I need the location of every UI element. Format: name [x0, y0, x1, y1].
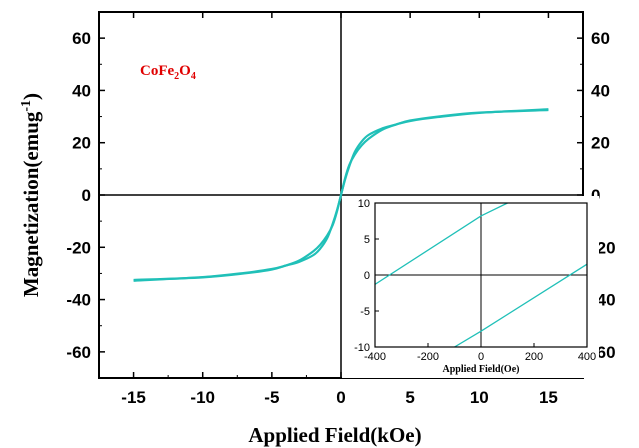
- inset-x-tick-label: -400: [364, 351, 386, 363]
- inset-x-axis-title: Applied Field(Oe): [443, 364, 520, 375]
- y-tick-label: -60: [66, 343, 91, 362]
- y-tick-label: 60: [72, 29, 91, 48]
- y-tick-label: 40: [72, 81, 91, 100]
- x-tick-label: 5: [405, 388, 414, 407]
- sample-annotation: CoFe2O4: [140, 63, 196, 82]
- y-axis-title: Magnetization(emug-1): [19, 93, 43, 297]
- y-tick-label: 0: [82, 186, 91, 205]
- inset-branch-1: [375, 203, 508, 285]
- y-tick-label: 20: [72, 134, 91, 153]
- inset-x-tick-label: 400: [578, 351, 596, 363]
- inset-frame: [374, 202, 588, 348]
- main-plot: -15 -10 -5 0 5 10 15-60 -60-40 -40-20 -200 020 2040…: [19, 11, 616, 447]
- inset-y-tick-label: 0: [364, 270, 370, 282]
- y-tick-label-right: 20: [591, 134, 610, 153]
- inset-x-tick-label: 0: [478, 351, 484, 363]
- inset-plot: -400 -200 0 200 400 -10 -5 0 5 10 Applied Field(Oe…: [342, 196, 599, 378]
- x-tick-label: 10: [470, 388, 489, 407]
- y-tick-label-right: 60: [591, 29, 610, 48]
- y-tick-label: -20: [66, 238, 91, 257]
- inset-background: [342, 196, 599, 378]
- x-tick-label: -10: [190, 388, 215, 407]
- y-tick-label-right: 40: [591, 81, 610, 100]
- x-tick-label: -15: [121, 388, 146, 407]
- x-tick-label: -5: [264, 388, 279, 407]
- inset-y-tick-label: 10: [358, 198, 370, 210]
- x-tick-label: 0: [336, 388, 345, 407]
- inset-branch-2: [454, 263, 587, 347]
- y-tick-label: -40: [66, 291, 91, 310]
- inset-x-tick-label: 200: [525, 351, 543, 363]
- inset-x-tick-label: -200: [417, 351, 439, 363]
- hysteresis-branch-2: [133, 108, 549, 282]
- inset-y-tick-label: -10: [354, 342, 370, 354]
- x-axis-title: Applied Field(kOe): [248, 423, 421, 447]
- y-tick-label-right: 0: [591, 186, 600, 205]
- inset-y-tick-label: -5: [360, 306, 370, 318]
- x-tick-label: 15: [539, 388, 558, 407]
- inset-y-tick-label: 5: [364, 234, 370, 246]
